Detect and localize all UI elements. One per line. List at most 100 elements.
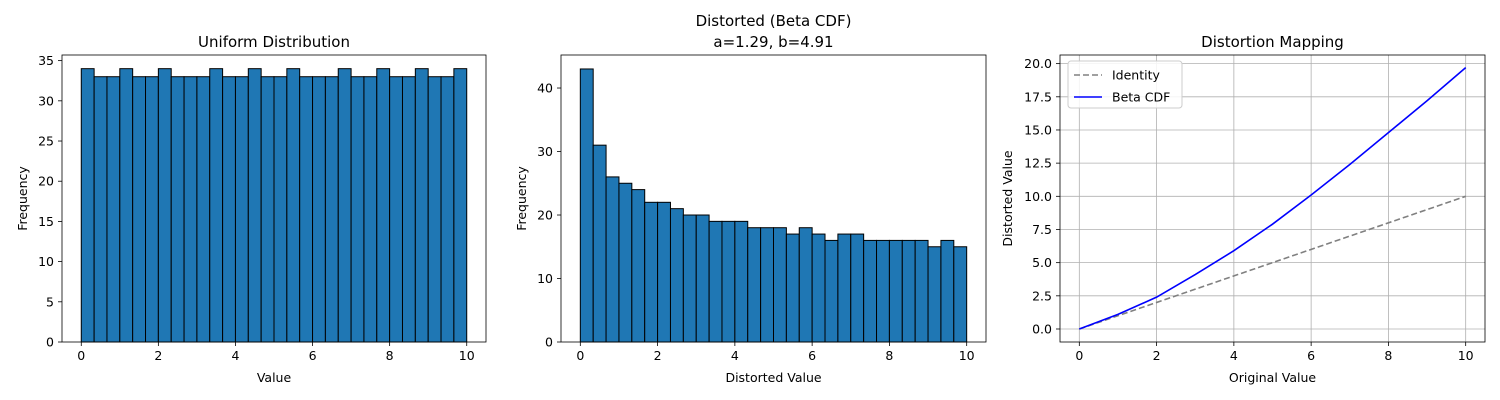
x-tick-label: 6: [1307, 348, 1315, 363]
x-tick-label: 8: [386, 348, 394, 363]
y-tick-label: 0.0: [1032, 321, 1052, 336]
y-tick-label: 30: [38, 93, 54, 108]
chart-title: Distortion Mapping: [1201, 33, 1344, 51]
y-tick-label: 5.0: [1032, 255, 1052, 270]
histogram-bar: [773, 227, 787, 343]
x-axis-label: Value: [257, 370, 292, 385]
x-tick-label: 6: [808, 348, 816, 363]
x-tick-label: 6: [309, 348, 317, 363]
histogram-bar: [811, 233, 826, 343]
x-axis-label: Original Value: [1229, 370, 1317, 385]
histogram-bar: [888, 239, 903, 343]
histogram-bar: [695, 214, 710, 343]
histogram-bar: [196, 76, 211, 343]
histogram-bar: [247, 68, 262, 343]
axes-frame: [1059, 54, 1486, 343]
chart-title-line-1: Distorted (Beta CDF): [696, 12, 852, 30]
histogram-bar: [631, 189, 646, 343]
histogram-bar: [785, 233, 800, 343]
histogram-bar: [657, 201, 671, 343]
histogram-bar: [747, 227, 762, 343]
histogram-bar: [80, 68, 95, 343]
histogram-bar: [414, 68, 429, 343]
histogram-bar: [940, 239, 955, 343]
histogram-bar: [440, 76, 455, 343]
histogram-bar: [299, 76, 314, 343]
histogram-bar: [605, 176, 620, 343]
histogram-bar: [644, 201, 659, 343]
histogram-bar: [708, 220, 723, 343]
y-tick-label: 0: [46, 335, 54, 350]
chart-title: Uniform Distribution: [198, 33, 350, 51]
x-tick-label: 8: [1384, 348, 1392, 363]
histogram-bar: [363, 76, 378, 343]
histogram-bar: [401, 76, 416, 343]
x-tick-label: 0: [1075, 348, 1083, 363]
y-tick-label: 12.5: [1024, 156, 1052, 171]
y-axis-label: Frequency: [15, 166, 30, 231]
histogram-bar: [850, 233, 865, 343]
histogram-bar: [927, 246, 942, 343]
histogram-bar: [376, 68, 391, 343]
histogram-bar: [389, 76, 403, 343]
distortion-mapping-panel: 0 2 4 6 8 10 0.0 2.5 5.0 7.5 10.0 12.5 15.0 17.5 20.0 O…: [1000, 33, 1486, 385]
histogram-bar: [145, 76, 159, 343]
y-axis-label: Distorted Value: [1000, 150, 1015, 246]
axes-frame: [560, 54, 987, 343]
axes-frame: [61, 54, 487, 343]
histogram-bar: [119, 68, 134, 343]
histogram-bar: [453, 68, 468, 343]
y-tick-label: 7.5: [1032, 222, 1052, 237]
y-tick-label: 20.0: [1024, 56, 1052, 71]
y-tick-label: 15.0: [1024, 122, 1052, 137]
x-tick-label: 10: [459, 348, 475, 363]
histogram-bar: [222, 76, 236, 343]
y-tick-label: 30: [537, 144, 553, 159]
legend-label: Identity: [1112, 68, 1161, 83]
histogram-bar: [837, 233, 852, 343]
x-tick-label: 10: [959, 348, 975, 363]
histogram-bar: [350, 76, 365, 343]
histogram-bar: [734, 220, 749, 343]
x-tick-label: 4: [231, 348, 239, 363]
x-tick-label: 4: [1230, 348, 1238, 363]
x-tick-label: 2: [1153, 348, 1161, 363]
x-tick-label: 2: [154, 348, 162, 363]
histogram-bar: [824, 239, 839, 343]
y-tick-label: 2.5: [1032, 288, 1052, 303]
histogram-bar: [876, 239, 890, 343]
y-tick-label: 15: [38, 214, 54, 229]
distorted-histogram-panel: 0 2 4 6 8 10 0 10 20 30 40 Distorted Value Frequency…: [514, 12, 987, 385]
histogram-bar: [682, 214, 697, 343]
histogram-bar: [953, 246, 968, 343]
y-tick-label: 20: [38, 174, 54, 189]
y-tick-label: 17.5: [1024, 89, 1052, 104]
chart-title-line-2: a=1.29, b=4.91: [713, 33, 833, 51]
histogram-bar: [286, 68, 301, 343]
histogram-bar: [337, 68, 352, 343]
x-tick-label: 0: [576, 348, 584, 363]
histogram-bar: [427, 76, 442, 343]
y-tick-label: 10: [537, 271, 553, 286]
y-tick-label: 35: [38, 53, 54, 68]
x-tick-label: 0: [77, 348, 85, 363]
histogram-bar: [863, 239, 878, 343]
histogram-bar: [132, 76, 147, 343]
y-tick-label: 25: [38, 134, 54, 149]
histogram-bar: [157, 68, 172, 343]
histogram-bar: [579, 68, 594, 343]
histogram-bar: [324, 76, 339, 343]
histogram-bar: [760, 227, 775, 343]
histogram-bar: [106, 76, 121, 343]
uniform-histogram-panel: 0 2 4 6 8 10 0 5 10 15 20 25 30 35 Value Frequency Unifo…: [15, 33, 487, 385]
histogram-bar: [312, 76, 326, 343]
y-tick-label: 5: [46, 294, 54, 309]
histogram-bar: [170, 76, 185, 343]
histogram-bar: [592, 144, 607, 343]
x-tick-label: 8: [885, 348, 893, 363]
histogram-bar: [914, 239, 929, 343]
series-line-beta-cdf: [1079, 66, 1467, 330]
y-tick-label: 40: [537, 81, 553, 96]
histogram-bar: [798, 227, 813, 343]
